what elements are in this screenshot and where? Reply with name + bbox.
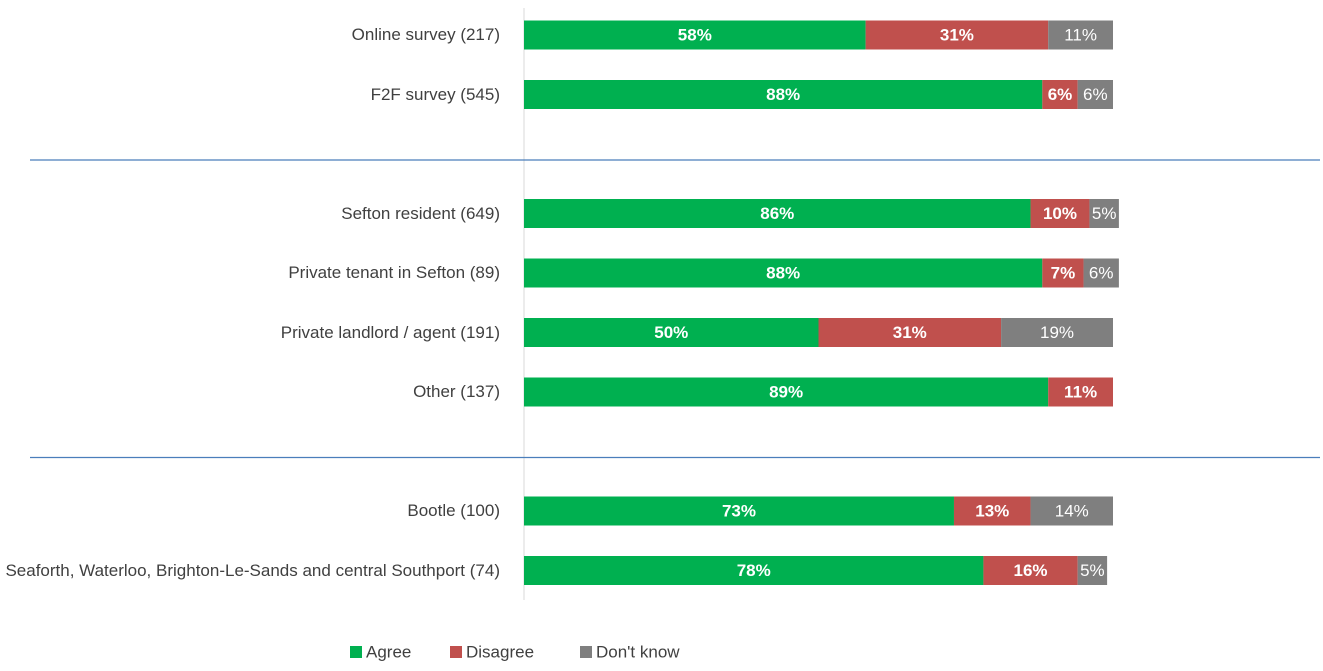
data-label: 50%: [654, 323, 688, 342]
bar-segment: [1001, 318, 1113, 347]
data-label: 11%: [1064, 25, 1097, 44]
category-label: Sefton resident (649): [341, 203, 500, 223]
data-label: 13%: [975, 501, 1009, 520]
legend-swatch: [350, 646, 362, 658]
bar-segment: [1048, 377, 1113, 407]
data-label: 6%: [1089, 263, 1114, 282]
legend-label: Disagree: [466, 642, 534, 661]
data-label: 86%: [760, 204, 794, 223]
bar-segment: [524, 80, 1043, 109]
bar-segment: [524, 258, 1043, 288]
legend-label: Agree: [366, 642, 411, 661]
data-label: 88%: [766, 263, 800, 282]
data-label: 19%: [1040, 323, 1074, 342]
category-label: Seaforth, Waterloo, Brighton-Le-Sands an…: [5, 560, 500, 580]
data-label: 7%: [1051, 263, 1076, 282]
data-label: 31%: [893, 323, 927, 342]
bar-segment: [1048, 20, 1113, 50]
data-label: 6%: [1048, 85, 1073, 104]
category-label: Bootle (100): [407, 501, 500, 520]
data-label: 5%: [1092, 204, 1117, 223]
category-label: Private tenant in Sefton (89): [288, 263, 500, 282]
bar-segment: [1089, 199, 1119, 228]
data-label: 16%: [1014, 561, 1048, 580]
bar-segment: [953, 496, 1031, 526]
data-label: 11%: [1064, 382, 1097, 401]
data-label: 78%: [737, 561, 771, 580]
data-label: 10%: [1043, 204, 1077, 223]
bar-segment: [524, 20, 866, 50]
data-label: 31%: [940, 25, 974, 44]
legend-label: Don't know: [596, 642, 680, 661]
bar-segment: [1030, 199, 1090, 228]
bar-segment: [524, 199, 1031, 228]
bar-segment: [524, 318, 819, 347]
legend-swatch: [580, 646, 592, 658]
bar-segment: [1077, 556, 1108, 585]
data-label: 88%: [766, 85, 800, 104]
data-label: 14%: [1055, 501, 1089, 520]
bar-segment: [1042, 80, 1078, 109]
bar-segment: [1042, 258, 1084, 288]
data-label: 58%: [678, 25, 712, 44]
bar-segment: [524, 377, 1049, 407]
bar-segment: [1077, 80, 1113, 109]
bar-segment: [1030, 496, 1113, 526]
category-label: Private landlord / agent (191): [280, 322, 500, 342]
legend-swatch: [450, 646, 462, 658]
category-label: F2F survey (545): [370, 84, 500, 104]
bar-segment: [818, 318, 1002, 347]
bar-segment: [1083, 258, 1119, 288]
category-label: Other (137): [413, 382, 500, 401]
data-label: 89%: [769, 382, 803, 401]
bar-segment: [524, 556, 984, 585]
category-label: Online survey (217): [351, 25, 500, 44]
bar-segment: [865, 20, 1049, 50]
bar-segment: [983, 556, 1078, 585]
data-label: 73%: [722, 501, 756, 520]
bar-segment: [524, 496, 954, 526]
data-label: 6%: [1083, 85, 1108, 104]
data-label: 5%: [1080, 561, 1105, 580]
